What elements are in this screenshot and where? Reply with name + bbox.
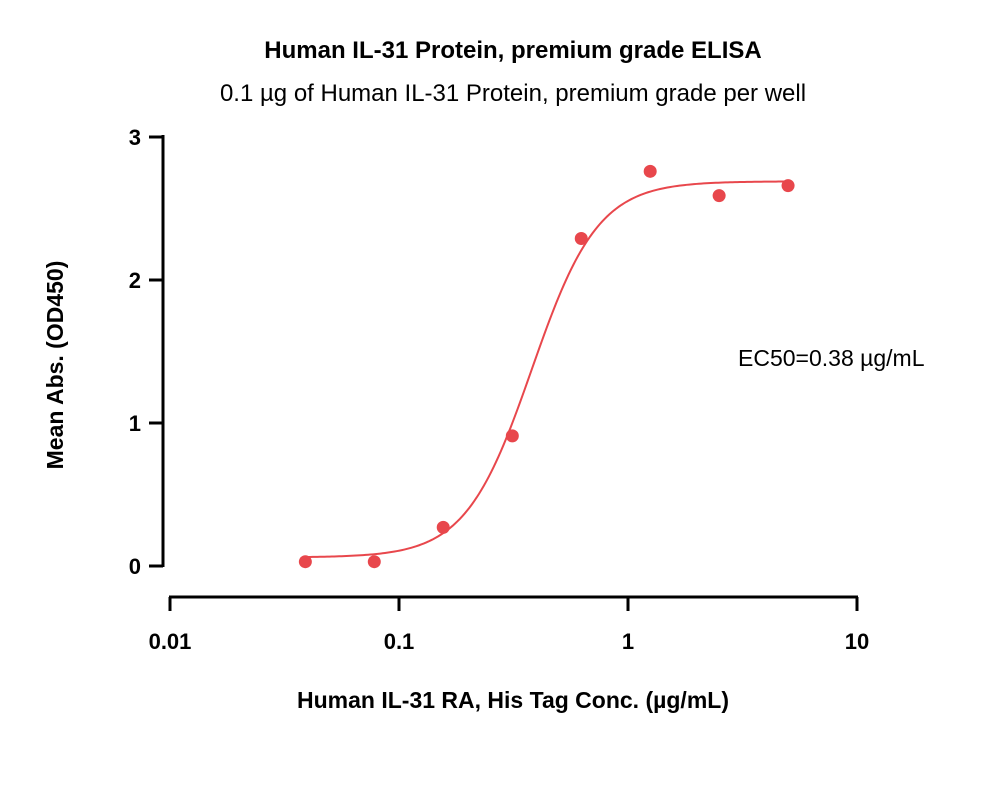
data-point-4: [505, 429, 519, 443]
x-tick-label-10: 10: [845, 629, 869, 654]
data-point-3: [436, 520, 450, 534]
y-axis-label: Mean Abs. (OD450): [42, 261, 68, 470]
fit-curve: [305, 180, 789, 559]
y-tick-label-1: 1: [129, 411, 141, 436]
y-tick-label-2: 2: [129, 268, 141, 293]
x-tick-label-0.01: 0.01: [149, 629, 192, 654]
data-point-8: [781, 179, 795, 193]
data-point-1: [298, 555, 312, 569]
y-tick-label-3: 3: [129, 125, 141, 150]
data-points: [298, 164, 795, 569]
x-axis-label: Human IL-31 RA, His Tag Conc. (µg/mL): [297, 687, 729, 713]
chart-title: Human IL-31 Protein, premium grade ELISA: [264, 37, 761, 64]
data-point-7: [712, 189, 726, 203]
data-point-6: [643, 164, 657, 178]
data-point-2: [367, 555, 381, 569]
ticks: 0 1 2 3 0.01 0.1 1 10: [129, 125, 869, 654]
data-point-5: [574, 232, 588, 246]
x-tick-label-0.1: 0.1: [384, 629, 415, 654]
y-tick-label-0: 0: [129, 554, 141, 579]
ec50-annotation: EC50=0.38 µg/mL: [738, 345, 925, 371]
axes: [161, 135, 858, 599]
x-tick-label-1: 1: [622, 629, 634, 654]
chart-subtitle: 0.1 µg of Human IL-31 Protein, premium g…: [220, 80, 806, 107]
